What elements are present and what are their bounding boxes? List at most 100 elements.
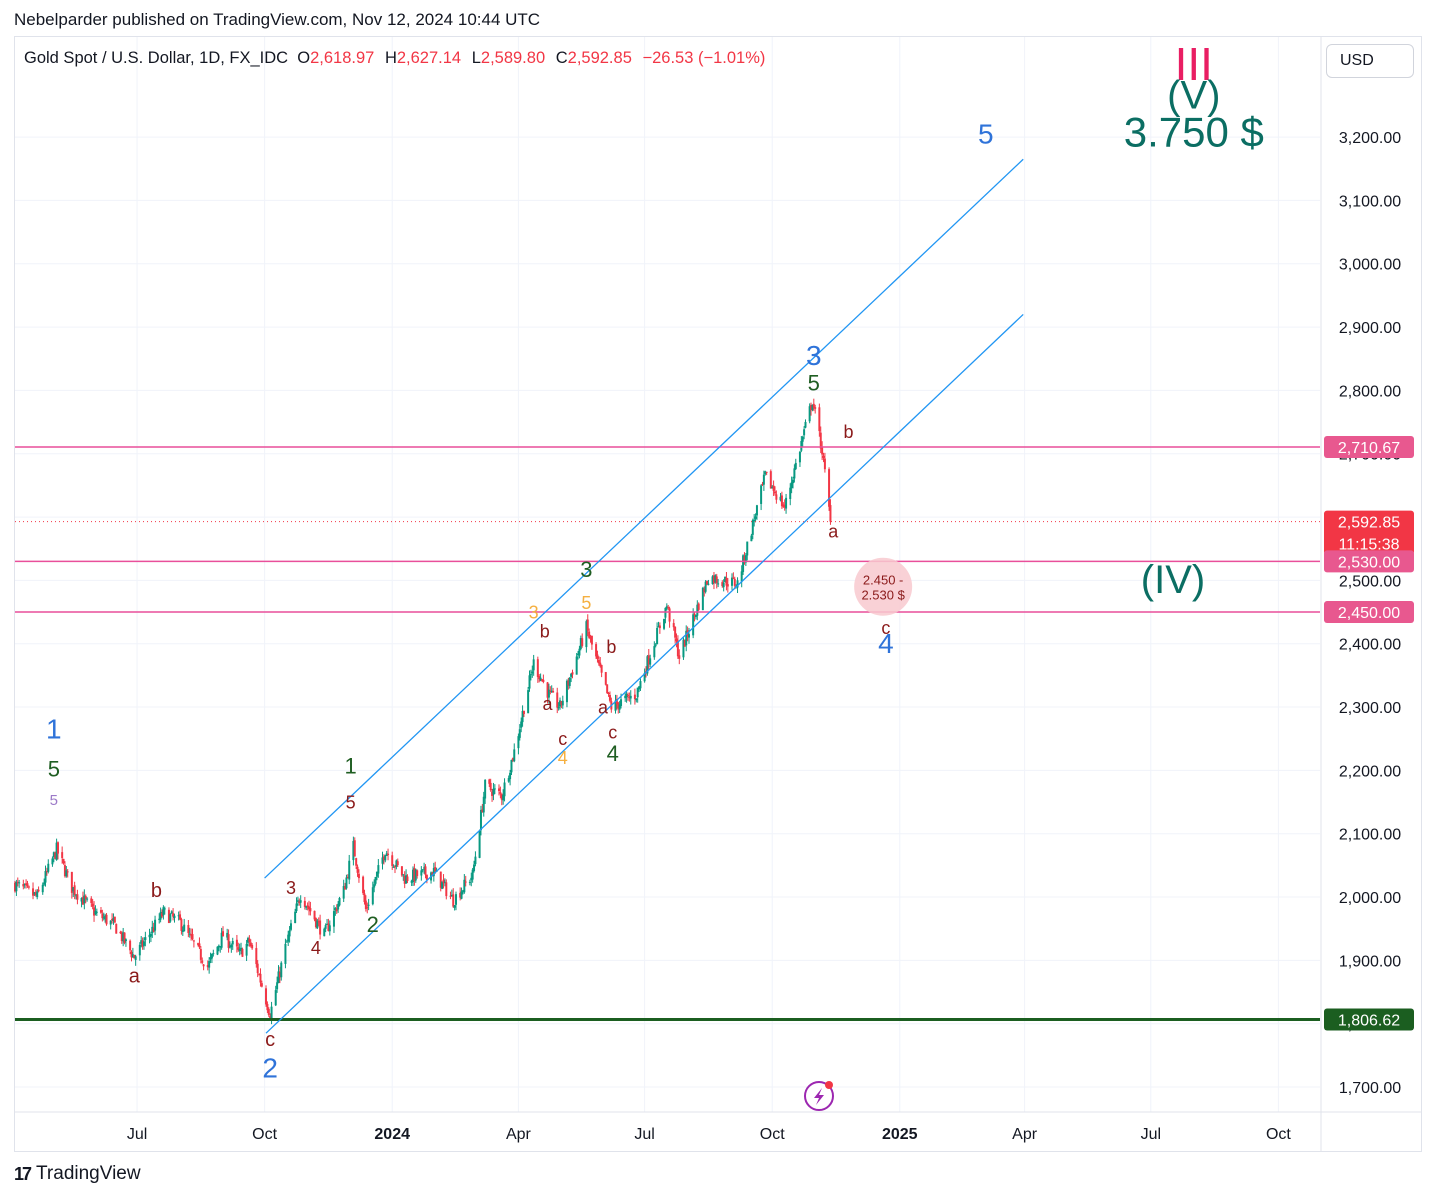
candle — [725, 571, 728, 591]
candle — [212, 949, 215, 957]
lightning-icon-bolt — [814, 1088, 824, 1105]
candle — [618, 700, 621, 714]
candle — [459, 887, 462, 901]
candle — [751, 518, 754, 540]
candle — [344, 882, 347, 890]
candle-body — [313, 910, 316, 920]
candle-body — [267, 1008, 270, 1015]
candle-body — [381, 857, 384, 864]
candle-body — [84, 895, 87, 899]
candle-body — [76, 894, 79, 900]
candle-body — [683, 639, 686, 647]
target-zone-text-2: 2.530 $ — [861, 588, 905, 603]
candle-body — [342, 886, 345, 899]
candle-body — [547, 689, 550, 698]
candle — [439, 871, 442, 892]
candle-body — [14, 882, 16, 892]
candle-body — [625, 694, 628, 698]
candle — [83, 889, 86, 910]
candle — [219, 946, 222, 953]
candle-body — [324, 925, 327, 929]
candle-body — [755, 505, 758, 516]
candle — [241, 947, 244, 957]
x-tick-label: 2025 — [882, 1126, 918, 1143]
candle — [536, 656, 539, 683]
candle — [371, 881, 374, 906]
candle-body — [61, 852, 64, 859]
wave-label: b — [606, 637, 616, 657]
candle-body — [75, 895, 78, 897]
candle-body — [828, 469, 831, 507]
candle-body — [510, 759, 513, 773]
candle-body — [217, 945, 220, 948]
price-tag-label: 1,806.62 — [1338, 1013, 1400, 1030]
candle — [280, 961, 283, 981]
candle — [803, 426, 806, 440]
candle — [420, 866, 423, 881]
candle — [217, 944, 220, 952]
candle-body — [711, 576, 714, 584]
candle-body — [725, 577, 728, 586]
candle-body — [459, 892, 462, 898]
tradingview-logo[interactable]: 17 TradingView — [14, 1163, 141, 1185]
candle-body — [109, 920, 112, 925]
candle — [821, 441, 824, 461]
candle-body — [503, 782, 506, 797]
candle-body — [55, 842, 58, 860]
candle — [34, 889, 37, 897]
candle-body — [672, 623, 675, 628]
candle-body — [222, 931, 225, 937]
candle-body — [658, 625, 661, 629]
candle-body — [626, 694, 629, 696]
candle — [794, 458, 797, 471]
candle — [76, 889, 79, 905]
candle-body — [575, 656, 578, 675]
candle-body — [299, 900, 302, 903]
candle-body — [37, 889, 40, 892]
candle-body — [154, 919, 157, 931]
currency-button[interactable]: USD — [1326, 44, 1414, 78]
candle — [138, 942, 141, 961]
candle — [694, 614, 697, 620]
candle — [442, 874, 445, 889]
candle-body — [323, 928, 326, 937]
candle — [596, 650, 599, 663]
candle — [528, 670, 531, 692]
candle — [744, 553, 747, 567]
candle-body — [355, 858, 358, 866]
candle — [540, 678, 543, 682]
candle — [51, 856, 54, 867]
candle-body — [375, 871, 378, 877]
candle — [285, 939, 288, 943]
candle-body — [230, 945, 233, 948]
candle-body — [192, 940, 195, 942]
open-value: 2,618.97 — [310, 49, 375, 67]
candle-body — [812, 403, 815, 408]
candle-body — [260, 983, 263, 987]
candle — [366, 902, 369, 914]
candle-body — [73, 885, 76, 895]
candle-body — [595, 644, 598, 657]
candle — [714, 574, 717, 584]
candle — [474, 851, 477, 867]
candle — [169, 913, 172, 923]
wave-label: 1 — [344, 754, 356, 779]
candle-body — [638, 686, 641, 690]
candle — [314, 917, 317, 929]
wave-label: 3 — [529, 602, 539, 622]
candle-body — [808, 406, 811, 422]
candle-body — [274, 990, 277, 1006]
candle — [326, 919, 329, 926]
candle-body — [636, 687, 639, 698]
candle-body — [442, 879, 445, 884]
candle — [208, 957, 211, 974]
candle — [345, 874, 348, 890]
candle — [657, 621, 660, 628]
candle — [295, 897, 298, 914]
candle-body — [753, 519, 756, 522]
candle-body — [54, 852, 57, 859]
candle — [638, 686, 641, 693]
candle-body — [801, 436, 804, 442]
candle — [41, 882, 44, 895]
